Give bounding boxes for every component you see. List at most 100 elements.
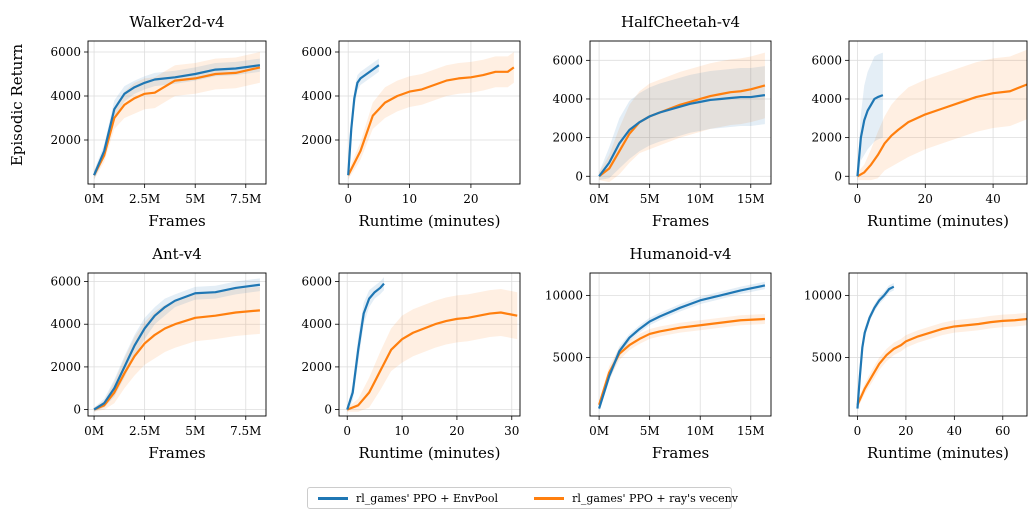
- x-tick-label: 2.5M: [129, 192, 160, 206]
- subplot-5: 0M 2.5M 5M 7.5M 0 2000 4000 6000 Frames Ant-v4: [50, 245, 267, 462]
- y-tick-label: 2000: [301, 133, 332, 147]
- x-axis-label: Frames: [652, 444, 709, 462]
- y-tick-label: 4000: [301, 89, 332, 103]
- x-tick-label: 15M: [737, 192, 765, 206]
- y-tick-label: 2000: [50, 133, 81, 147]
- y-axis-label: Episodic Return: [8, 43, 26, 166]
- plot-area: [856, 49, 1027, 183]
- y-tick-label: 4000: [811, 92, 842, 106]
- x-tick-label: 10: [394, 424, 409, 438]
- y-tick-label: 10000: [804, 288, 842, 302]
- ray-line: [856, 317, 1027, 406]
- x-tick-label: 0: [854, 424, 862, 438]
- x-axis-label: Runtime (minutes): [359, 212, 501, 230]
- y-tick-label: 4000: [50, 317, 81, 331]
- y-tick-label: 6000: [301, 275, 332, 289]
- y-tick-label: 6000: [50, 275, 81, 289]
- subplot-1: 0M 2.5M 5M 7.5M 2000 4000 6000 Frames Walker2d-v…: [50, 13, 267, 230]
- y-tick-label: 5000: [811, 351, 842, 365]
- x-tick-label: 5M: [185, 424, 205, 438]
- subplot-title: Ant-v4: [151, 245, 202, 263]
- y-tick-label: 6000: [301, 45, 332, 59]
- y-tick-label: 2000: [552, 131, 583, 145]
- x-tick-label: 20: [918, 192, 933, 206]
- envpool-line: [598, 284, 766, 409]
- axes-frame: [589, 272, 772, 417]
- y-tick-label: 10000: [545, 288, 583, 302]
- plot-area: [598, 52, 766, 183]
- y-tick-label: 4000: [301, 317, 332, 331]
- y-tick-label: 0: [834, 169, 842, 183]
- y-tick-label: 0: [575, 169, 583, 183]
- x-tick-label: 2.5M: [129, 424, 160, 438]
- envpool-band: [599, 66, 765, 181]
- y-tick-label: 0: [73, 403, 81, 417]
- x-tick-label: 0M: [84, 192, 104, 206]
- ray-line: [856, 83, 1027, 178]
- y-tick-label: 2000: [301, 360, 332, 374]
- y-tick-label: 5000: [552, 351, 583, 365]
- legend-item-envpool: rl_games' PPO + EnvPool: [308, 488, 498, 508]
- x-tick-label: 0M: [84, 424, 104, 438]
- x-tick-label: 0M: [589, 192, 609, 206]
- ray-band: [857, 312, 1027, 409]
- plot-area: [347, 52, 515, 180]
- x-tick-label: 10: [402, 192, 417, 206]
- ray-band: [599, 52, 765, 183]
- x-tick-label: 7.5M: [230, 424, 261, 438]
- subplot-title: Humanoid-v4: [629, 245, 731, 263]
- subplot-2: 0 10 20 2000 4000 6000 Runtime (minutes): [301, 40, 521, 230]
- x-axis-label: Runtime (minutes): [359, 444, 501, 462]
- x-tick-label: 30: [504, 424, 519, 438]
- ray-line: [93, 309, 261, 411]
- x-tick-label: 5M: [640, 192, 660, 206]
- legend-swatch-ray: [534, 496, 565, 500]
- x-tick-label: 10M: [686, 424, 714, 438]
- x-tick-label: 60: [995, 424, 1010, 438]
- subplot-4: 0 20 40 0 2000 4000 6000 Runtime (minutes): [811, 40, 1028, 230]
- y-tick-label: 6000: [811, 53, 842, 67]
- subplot-8: 0 20 40 60 5000 10000 Runtime (minutes): [804, 272, 1028, 462]
- subplot-6: 0 10 20 30 0 2000 4000 6000 Runtime (minutes): [301, 272, 521, 462]
- subplot-grid: 0M 2.5M 5M 7.5M200040006000FramesWalker2d-v…: [50, 13, 1028, 462]
- y-tick-label: 6000: [50, 45, 81, 59]
- ray-line: [93, 66, 261, 176]
- legend: rl_games' PPO + EnvPool rl_games' PPO + …: [307, 487, 738, 509]
- legend-swatch-envpool: [318, 496, 348, 500]
- envpool-line: [856, 94, 884, 177]
- x-tick-label: 0M: [589, 424, 609, 438]
- legend-label-envpool: rl_games' PPO + EnvPool: [356, 491, 499, 505]
- envpool-line: [93, 283, 261, 411]
- x-axis-label: Runtime (minutes): [867, 444, 1009, 462]
- x-tick-label: 0: [344, 192, 352, 206]
- y-tick-label: 4000: [50, 89, 81, 103]
- x-tick-label: 15M: [737, 424, 765, 438]
- axes-frame: [87, 40, 267, 185]
- envpool-band: [857, 282, 894, 412]
- x-tick-label: 0: [343, 424, 351, 438]
- subplot-title: HalfCheetah-v4: [621, 13, 740, 31]
- y-tick-label: 0: [324, 403, 332, 417]
- x-axis-label: Runtime (minutes): [867, 212, 1009, 230]
- subplot-7: 0M 5M 10M 15M 5000 10000 Frames Humanoid-v4: [545, 245, 772, 462]
- plot-area: [346, 277, 518, 412]
- axes-frame: [848, 40, 1028, 185]
- x-axis-label: Frames: [148, 444, 205, 462]
- envpool-line: [347, 64, 380, 176]
- subplot-title: Walker2d-v4: [129, 13, 224, 31]
- envpool-line: [598, 94, 766, 177]
- x-tick-label: 20: [898, 424, 913, 438]
- envpool-band: [857, 52, 883, 183]
- x-tick-label: 20: [449, 424, 464, 438]
- axes-frame: [87, 272, 267, 417]
- x-tick-label: 5M: [185, 192, 205, 206]
- envpool-line: [856, 285, 895, 409]
- plot-area: [93, 52, 261, 180]
- x-tick-label: 10M: [686, 192, 714, 206]
- axes-frame: [848, 272, 1028, 417]
- x-tick-label: 7.5M: [230, 192, 261, 206]
- legend-label-ray: rl_games' PPO + ray's vecenv: [572, 491, 738, 505]
- x-tick-label: 40: [985, 192, 1000, 206]
- legend-item-ray: rl_games' PPO + ray's vecenv: [524, 488, 738, 508]
